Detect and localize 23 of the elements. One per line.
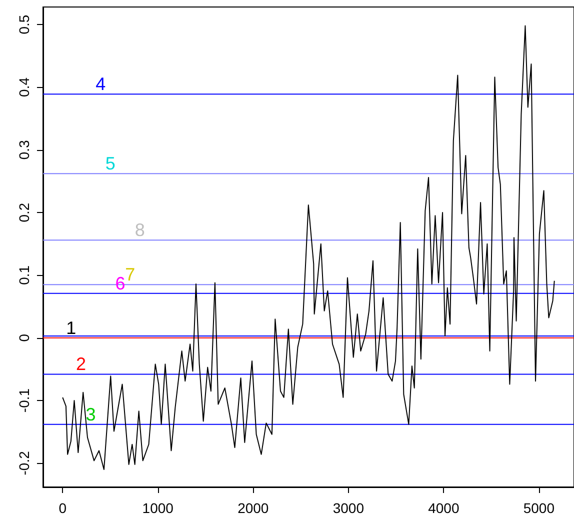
annotation: 1 <box>66 318 76 338</box>
y-tick-label: 0 <box>16 334 32 342</box>
annotation: 2 <box>76 354 86 374</box>
x-tick-label: 4000 <box>428 500 460 516</box>
x-tick-label: 1000 <box>142 500 174 516</box>
annotation: 4 <box>96 74 106 94</box>
y-tick-label: 0.2 <box>16 202 32 222</box>
annotation: 3 <box>86 404 96 424</box>
annotation: 7 <box>125 264 136 285</box>
y-tick-label: 0.1 <box>16 265 32 285</box>
y-tick-label: 0.5 <box>16 14 32 34</box>
x-tick-label: 2000 <box>238 500 269 516</box>
line-series <box>62 25 555 470</box>
y-tick-label: 0.3 <box>16 140 32 160</box>
x-tick-label: 5000 <box>523 500 555 516</box>
annotation: 6 <box>115 273 126 294</box>
x-tick-label: 3000 <box>332 500 364 516</box>
annotation: 8 <box>134 220 145 240</box>
y-tick-label: -0.1 <box>16 388 32 413</box>
y-tick-label: -0.2 <box>16 450 32 476</box>
annotation: 5 <box>105 154 116 174</box>
y-tick-label: 0.4 <box>16 77 32 97</box>
x-tick-label: 0 <box>58 500 67 516</box>
